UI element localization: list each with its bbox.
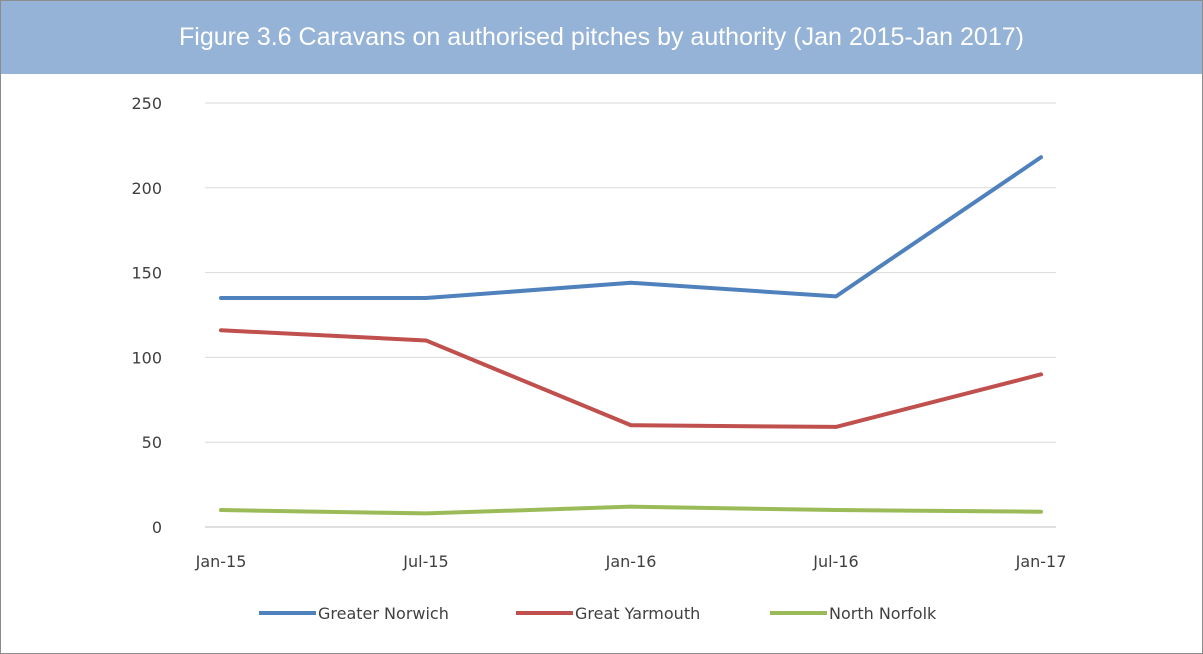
series-lines — [219, 155, 1043, 516]
chart-title: Figure 3.6 Caravans on authorised pitche… — [179, 23, 1024, 51]
y-tick-label: 200 — [131, 179, 162, 198]
x-tick-label: Jul-15 — [402, 552, 448, 571]
x-tick-label: Jul-16 — [812, 552, 858, 571]
title-bar: Figure 3.6 Caravans on authorised pitche… — [1, 1, 1202, 74]
legend: Greater Norwich Great Yarmouth North Norfo… — [259, 604, 937, 623]
y-tick-label: 250 — [131, 94, 162, 113]
x-tick-label: Jan-17 — [1015, 552, 1067, 571]
gridlines — [205, 102, 1056, 528]
y-tick-label: 0 — [152, 518, 162, 537]
series-line — [219, 504, 1043, 516]
x-tick-label: Jan-16 — [605, 552, 657, 571]
x-axis-ticks: Jan-15 Jul-15 Jan-16 Jul-16 Jan-17 — [195, 552, 1067, 571]
y-axis-ticks: 0 50 100 150 200 250 — [131, 94, 162, 537]
x-tick-label: Jan-15 — [195, 552, 247, 571]
y-tick-label: 50 — [142, 433, 162, 452]
y-tick-label: 100 — [131, 348, 162, 367]
y-tick-label: 150 — [131, 264, 162, 283]
series-line — [219, 328, 1043, 429]
legend-label: North Norfolk — [829, 604, 937, 623]
legend-label: Great Yarmouth — [575, 604, 700, 623]
series-line — [219, 155, 1043, 301]
legend-label: Greater Norwich — [318, 604, 449, 623]
